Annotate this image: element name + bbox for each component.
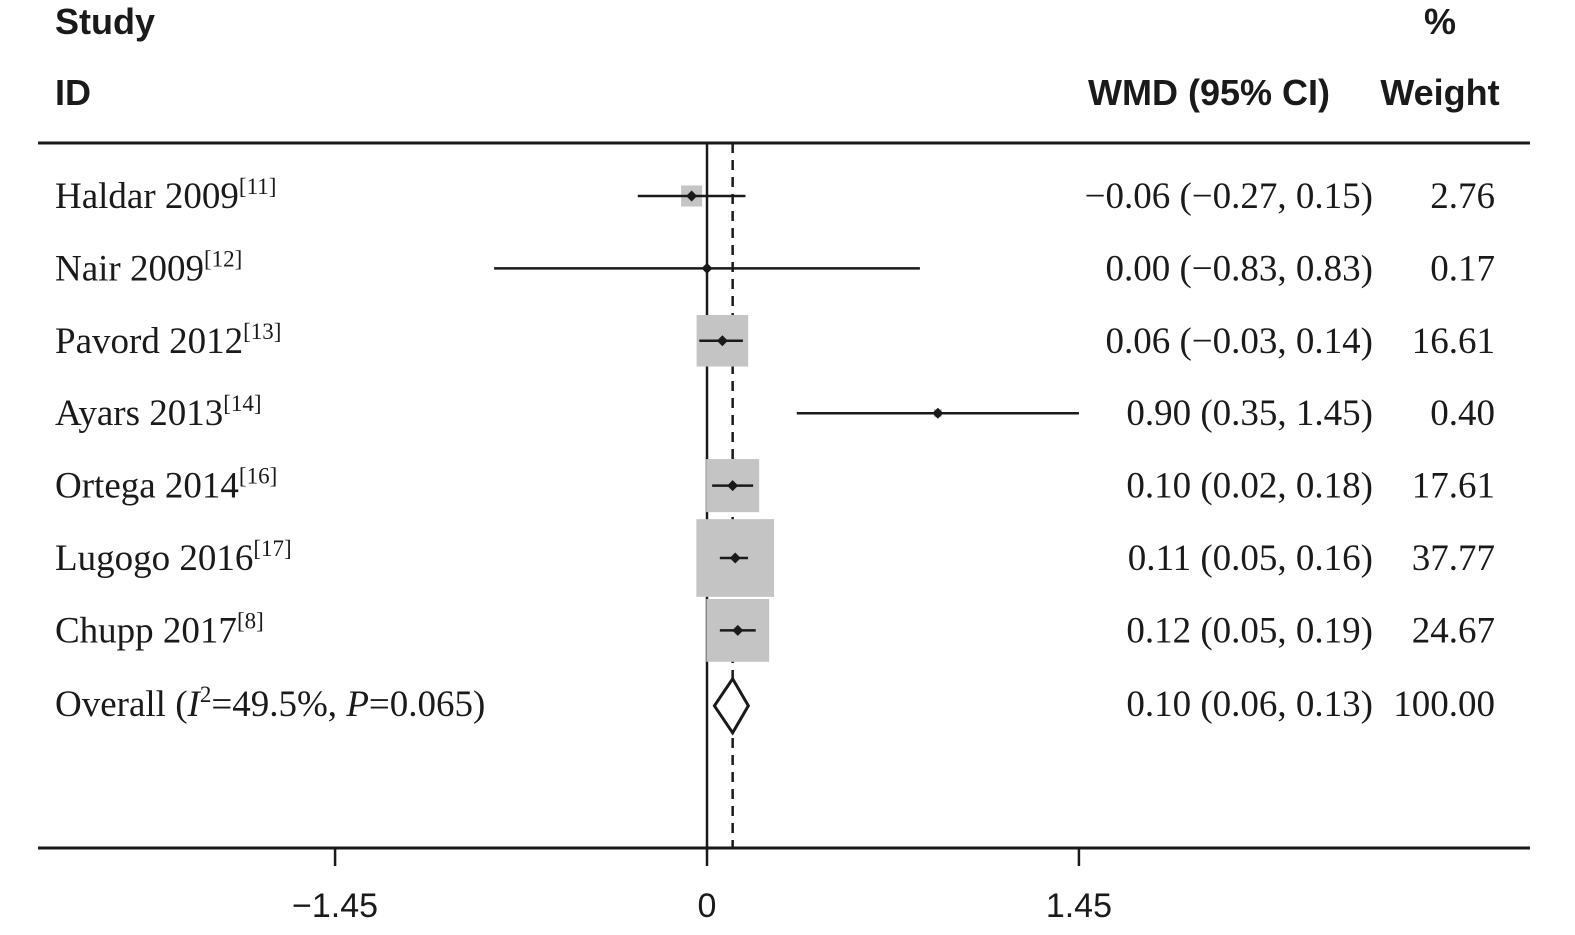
x-tick-label: 1.45 bbox=[1046, 887, 1112, 925]
study-reference: [11] bbox=[239, 174, 276, 199]
header-percent: % bbox=[1424, 1, 1456, 42]
study-effect-ci: −0.06 (−0.27, 0.15) bbox=[1085, 176, 1373, 217]
study-weight: 17.61 bbox=[1412, 466, 1495, 507]
study-effect-ci: 0.11 (0.05, 0.16) bbox=[1128, 538, 1373, 579]
p-symbol: P bbox=[345, 684, 369, 725]
study-reference: [16] bbox=[239, 464, 277, 489]
study-point-estimate bbox=[701, 262, 713, 274]
header-weight: Weight bbox=[1380, 72, 1499, 113]
study-reference: [14] bbox=[223, 391, 261, 416]
overall-diamond bbox=[712, 675, 751, 736]
overall-effect-ci: 0.10 (0.06, 0.13) bbox=[1126, 684, 1373, 725]
study-effect-ci: 0.12 (0.05, 0.19) bbox=[1126, 610, 1373, 651]
study-reference: [17] bbox=[253, 536, 291, 561]
study-label: Chupp 2017[8] bbox=[55, 608, 264, 651]
overall-label-prefix: Overall ( bbox=[55, 684, 188, 725]
study-label: Ortega 2014[16] bbox=[55, 464, 277, 507]
study-weight: 24.67 bbox=[1412, 610, 1495, 651]
study-name: Haldar 2009 bbox=[55, 176, 239, 217]
study-label: Haldar 2009[11] bbox=[55, 174, 276, 217]
study-point-estimate bbox=[729, 552, 741, 564]
study-label: Nair 2009[12] bbox=[55, 246, 242, 289]
study-name: Chupp 2017 bbox=[55, 610, 237, 651]
study-effect-ci: 0.00 (−0.83, 0.83) bbox=[1105, 248, 1373, 289]
study-reference: [13] bbox=[243, 319, 281, 344]
study-effect-ci: 0.10 (0.02, 0.18) bbox=[1126, 466, 1373, 507]
row-labels: Haldar 2009[11] −0.06 (−0.27, 0.15) 2.76 Na… bbox=[55, 174, 1495, 725]
study-label: Ayars 2013[14] bbox=[55, 391, 262, 434]
study-point-estimate bbox=[716, 335, 728, 347]
study-name: Lugogo 2016 bbox=[55, 538, 253, 579]
study-name: Pavord 2012 bbox=[55, 321, 243, 362]
study-point-estimate bbox=[932, 407, 944, 419]
study-weight: 37.77 bbox=[1412, 538, 1495, 579]
study-name: Nair 2009 bbox=[55, 248, 204, 289]
study-name: Ayars 2013 bbox=[55, 393, 223, 434]
study-point-estimate bbox=[732, 624, 744, 636]
header-study: Study bbox=[55, 1, 155, 42]
x-axis: −1.45 0 1.45 bbox=[292, 848, 1112, 925]
i-squared-value: =49.5%, bbox=[211, 684, 346, 725]
study-point-estimate bbox=[686, 190, 698, 202]
study-label: Lugogo 2016[17] bbox=[55, 536, 292, 579]
overall-weight: 100.00 bbox=[1393, 684, 1495, 725]
study-effect-ci: 0.90 (0.35, 1.45) bbox=[1126, 393, 1373, 434]
header-id: ID bbox=[55, 72, 91, 113]
study-name: Ortega 2014 bbox=[55, 466, 239, 507]
x-tick-label: −1.45 bbox=[292, 887, 378, 925]
study-point-estimate bbox=[727, 480, 739, 492]
study-weight: 0.17 bbox=[1430, 248, 1495, 289]
study-weight: 16.61 bbox=[1412, 321, 1495, 362]
study-reference: [12] bbox=[204, 246, 242, 271]
p-value: =0.065) bbox=[369, 684, 485, 725]
overall-label: Overall (I2=49.5%, P=0.065) bbox=[55, 682, 485, 725]
study-reference: [8] bbox=[237, 608, 264, 633]
plot-marks bbox=[494, 185, 1079, 736]
study-label: Pavord 2012[13] bbox=[55, 319, 281, 362]
study-weight: 0.40 bbox=[1430, 393, 1495, 434]
study-effect-ci: 0.06 (−0.03, 0.14) bbox=[1105, 321, 1373, 362]
i-squared-symbol: I bbox=[187, 684, 202, 725]
header-effect: WMD (95% CI) bbox=[1088, 72, 1330, 113]
study-weight: 2.76 bbox=[1430, 176, 1495, 217]
i-squared-superscript: 2 bbox=[200, 682, 212, 707]
x-tick-label: 0 bbox=[698, 887, 717, 925]
